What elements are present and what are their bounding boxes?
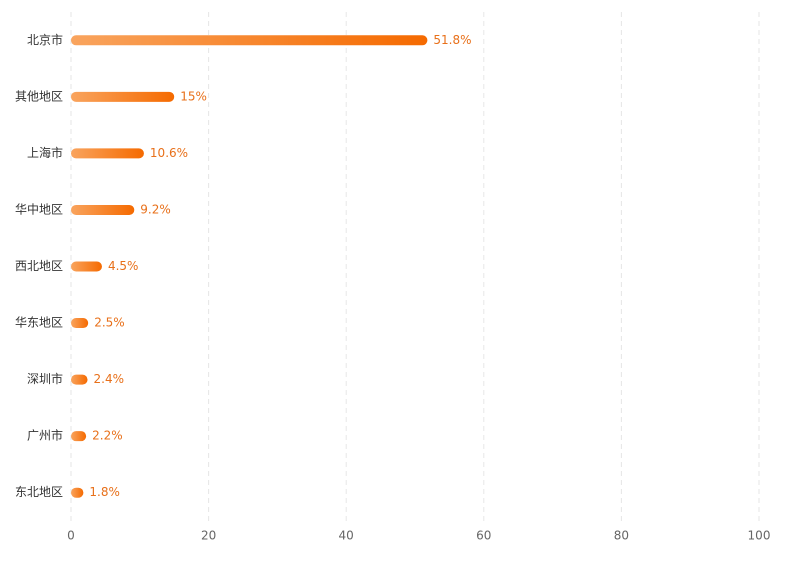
value-label: 9.2%	[140, 202, 171, 216]
category-label: 北京市	[27, 32, 63, 47]
value-label: 2.5%	[94, 316, 125, 330]
value-label: 10.6%	[150, 146, 188, 160]
value-label: 2.2%	[92, 429, 123, 443]
bar	[71, 204, 135, 215]
category-label: 广州市	[27, 428, 63, 443]
bar	[71, 318, 89, 329]
category-label: 西北地区	[15, 259, 63, 273]
x-tick-label: 40	[339, 529, 354, 543]
x-tick-label: 0	[67, 529, 75, 543]
bar	[71, 261, 102, 272]
x-tick-label: 60	[476, 529, 491, 543]
category-label: 华东地区	[15, 316, 63, 330]
category-label: 华中地区	[15, 201, 63, 216]
value-label: 2.4%	[94, 372, 125, 386]
bar	[71, 148, 144, 159]
bar	[71, 91, 175, 102]
bar	[71, 487, 84, 498]
category-label: 其他地区	[15, 89, 63, 103]
category-label: 深圳市	[27, 371, 63, 386]
category-label: 上海市	[27, 145, 63, 160]
value-label: 1.8%	[89, 485, 120, 499]
x-tick-label: 20	[201, 529, 216, 543]
value-label: 51.8%	[433, 33, 471, 47]
bar	[71, 431, 87, 442]
value-label: 15%	[180, 89, 207, 103]
x-tick-label: 80	[614, 529, 629, 543]
value-label: 4.5%	[108, 259, 138, 273]
x-tick-label: 100	[748, 529, 771, 543]
bar	[71, 374, 88, 385]
category-label: 东北地区	[15, 485, 63, 499]
bar	[71, 35, 428, 46]
